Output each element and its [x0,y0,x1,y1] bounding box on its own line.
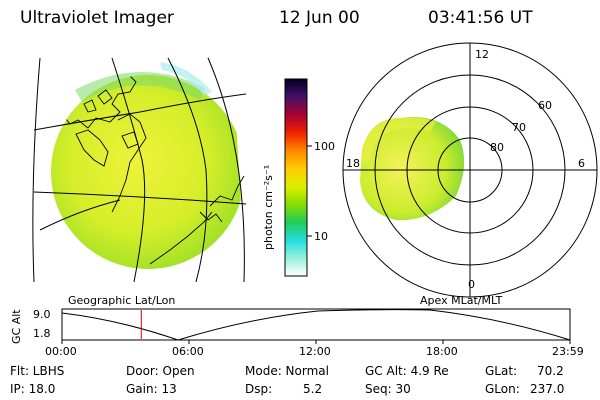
info-gain: Gain: 13 [126,382,177,396]
info-seq: Seq: 30 [365,382,411,396]
colorbar-rect [284,78,308,277]
uv-oval-polar [360,116,465,221]
info-filter: Flt: LBHS [10,364,65,378]
colorbar-unit-label: photon cm⁻²s⁻¹ [262,164,275,250]
timeline-frame [61,308,571,341]
info-dsp-value: 5.2 [303,382,323,396]
info-glon-value: 237.0 [530,382,565,396]
colorbar [284,78,312,277]
uv-edge-band [75,71,205,102]
colorbar-tick-100: 100 [314,140,335,153]
altitude-curve [61,309,571,341]
uv-emission-disk [51,75,245,269]
polar-grid [342,42,598,298]
colorbar-tick-10: 10 [314,230,328,243]
mlt-label-0: 0 [468,278,475,291]
timeline-xtick-0000: 00:00 [45,345,77,358]
mlt-label-18: 18 [346,157,360,170]
mlat-label-80: 80 [490,141,504,154]
info-gc-alt: GC Alt: 4.9 Re [365,364,449,378]
timeline-ytick-low: 1.8 [33,327,51,340]
timeline-xtick-2359: 23:59 [552,345,584,358]
timeline-ytick-high: 9.0 [33,308,51,321]
instrument-title: Ultraviolet Imager [20,8,174,28]
timeline-xtick-1800: 18:00 [426,345,458,358]
timeline-ylabel: GC Alt [10,309,23,344]
date-label: 12 Jun 00 [279,8,360,28]
mlat-label-60: 60 [538,99,552,112]
altitude-timeline [61,308,571,344]
info-mode: Mode: Normal [245,364,329,378]
info-glon-label: GLon: [485,382,520,396]
polar-plot [342,42,598,298]
info-glat-label: GLat: [485,364,518,378]
info-glat-value: 70.2 [537,364,564,378]
info-door: Door: Open [126,364,195,378]
uv-edge-cyan [160,62,212,96]
geographic-map [32,57,247,283]
map-panel-label: Geographic Lat/Lon [68,294,176,307]
time-label: 03:41:56 UT [428,8,533,28]
lat-lon-grid [32,57,247,283]
mlt-label-12: 12 [475,48,489,61]
polar-panel-label: Apex MLat/MLT [420,294,503,307]
info-ip: IP: 18.0 [10,382,56,396]
timeline-xtick-1200: 12:00 [299,345,331,358]
info-dsp-label: Dsp: [245,382,273,396]
mlt-label-6: 6 [578,157,585,170]
timeline-xtick-0600: 06:00 [172,345,204,358]
mlat-label-70: 70 [512,121,526,134]
timeline-ticks [61,340,571,344]
